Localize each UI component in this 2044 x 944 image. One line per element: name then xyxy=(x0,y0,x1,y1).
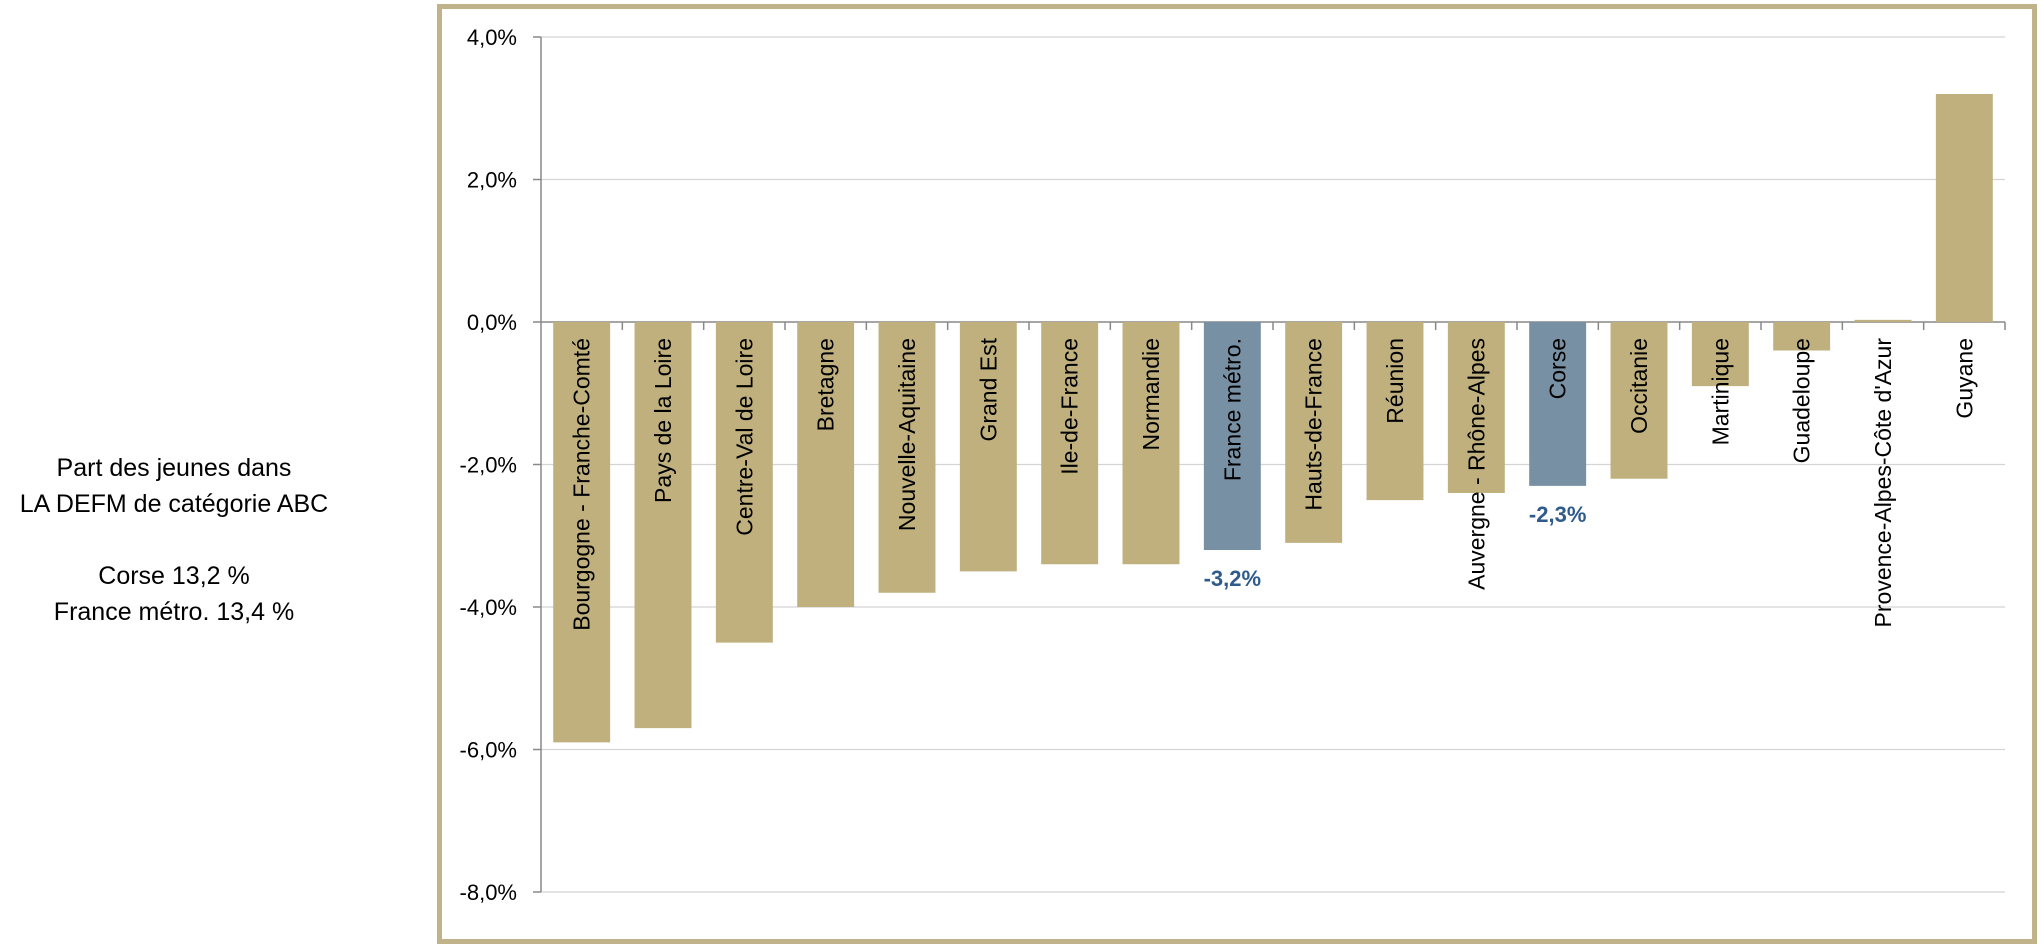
bar xyxy=(878,322,936,593)
side-note-line-1: Part des jeunes dans xyxy=(56,454,292,482)
bar xyxy=(1773,322,1831,351)
category-labels: Bourgogne - Franche-Comté Pays de la Loir… xyxy=(569,337,1978,630)
bar xyxy=(634,322,692,729)
grid-lines xyxy=(541,36,2005,893)
bar xyxy=(797,322,855,607)
bar xyxy=(1935,94,1993,322)
category-label: Hauts-de-France xyxy=(1301,338,1327,511)
side-note-line-2: LA DEFM de catégorie ABC xyxy=(19,490,329,518)
bar xyxy=(1122,322,1180,565)
bars xyxy=(553,94,1993,743)
category-label: Guyane xyxy=(1951,338,1977,419)
y-tick-label: 0,0% xyxy=(467,310,517,335)
bar xyxy=(1447,322,1505,493)
category-label: Pays de la Loire xyxy=(650,338,676,503)
data-labels: -3,2% -2,3% xyxy=(1204,502,1587,591)
category-label: Grand Est xyxy=(975,337,1001,441)
data-label: -3,2% xyxy=(1204,566,1261,591)
category-label: Guadeloupe xyxy=(1789,338,1815,463)
bar-chart: Bourgogne - Franche-Comté Pays de la Loir… xyxy=(460,25,2006,905)
bar xyxy=(715,322,773,643)
category-label: Normandie xyxy=(1138,338,1164,451)
category-label: Nouvelle-Aquitaine xyxy=(894,338,920,531)
category-label: France métro. xyxy=(1219,338,1245,481)
bar xyxy=(1854,319,1912,322)
bar xyxy=(959,322,1017,572)
y-tick-label: -2,0% xyxy=(460,453,517,478)
axes xyxy=(533,36,2006,893)
bar xyxy=(1285,322,1343,543)
category-label: Martinique xyxy=(1707,338,1733,445)
side-note: Part des jeunes dans LA DEFM de catégori… xyxy=(0,450,348,630)
category-label: Provence-Alpes-Côte d'Azur xyxy=(1870,338,1896,628)
y-tick-label: 4,0% xyxy=(467,25,517,50)
bar xyxy=(1041,322,1099,565)
category-label: Centre-Val de Loire xyxy=(731,338,757,536)
bar xyxy=(1366,322,1424,501)
data-label: -2,3% xyxy=(1529,502,1586,527)
y-tick-label: -8,0% xyxy=(460,880,517,905)
side-note-line-4: France métro. 13,4 % xyxy=(53,598,295,626)
category-label: Corse xyxy=(1545,338,1571,399)
bar xyxy=(553,322,611,743)
bar xyxy=(1691,322,1749,387)
category-label: Réunion xyxy=(1382,338,1408,424)
category-label: Ile-de-France xyxy=(1057,338,1083,475)
category-label: Occitanie xyxy=(1626,338,1652,434)
y-tick-label: -4,0% xyxy=(460,595,517,620)
category-label: Auvergne - Rhône-Alpes xyxy=(1463,338,1489,590)
bar xyxy=(1203,322,1261,550)
bar xyxy=(1610,322,1668,479)
side-note-line-3: Corse 13,2 % xyxy=(98,562,250,590)
category-label: Bretagne xyxy=(813,338,839,431)
y-tick-labels: 4,0% 2,0% 0,0% -2,0% -4,0% -6,0% -8,0% xyxy=(460,25,517,905)
bar xyxy=(1529,322,1587,486)
y-tick-label: -6,0% xyxy=(460,738,517,763)
category-label: Bourgogne - Franche-Comté xyxy=(569,338,595,631)
y-tick-label: 2,0% xyxy=(467,168,517,193)
